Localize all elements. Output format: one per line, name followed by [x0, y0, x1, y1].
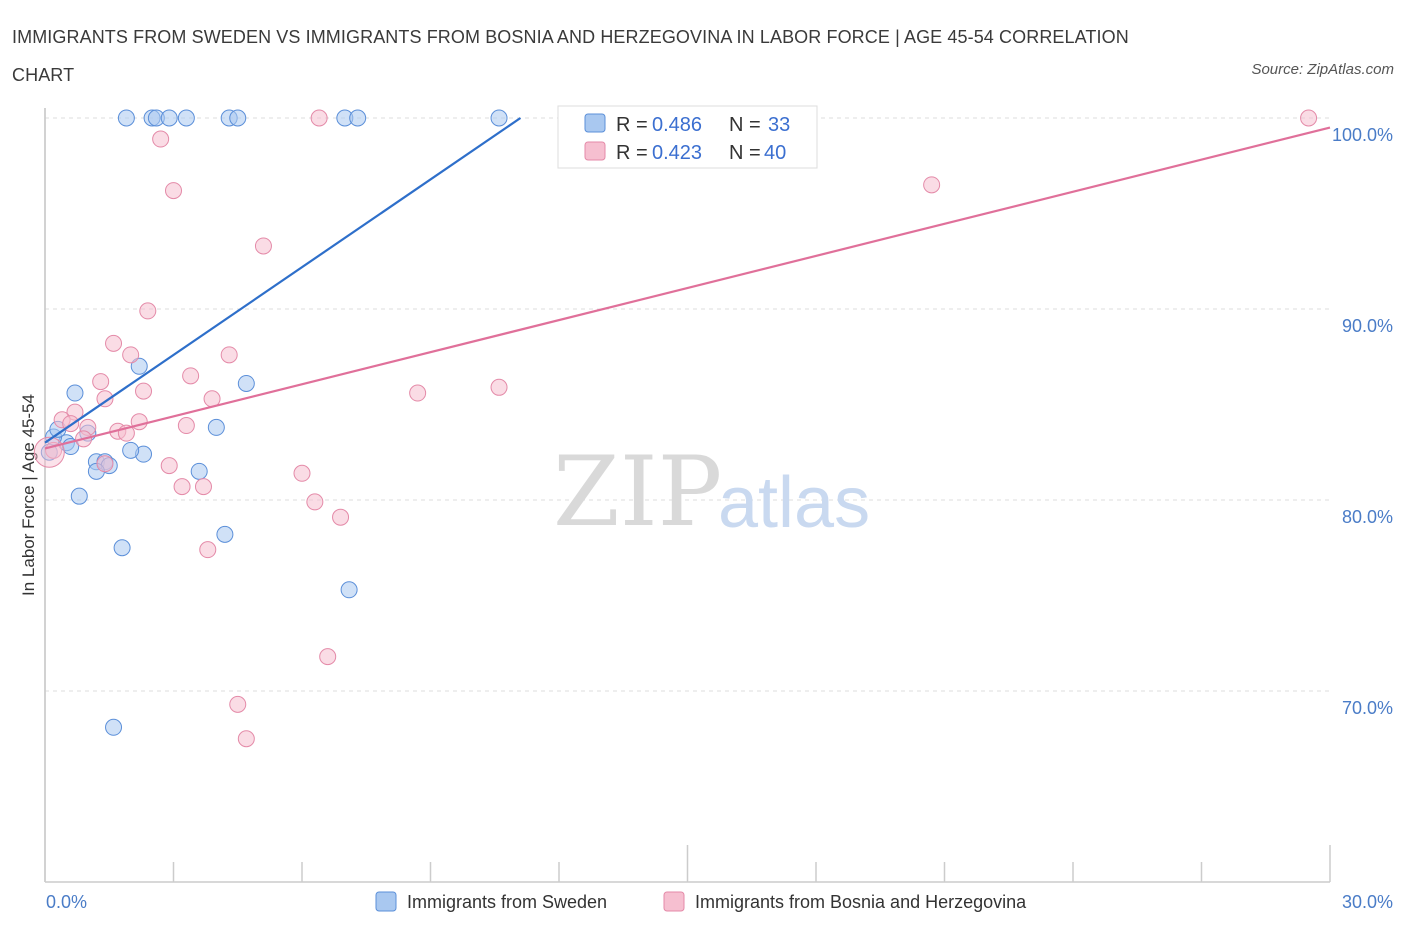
watermark: ZIP atlas	[553, 436, 870, 548]
point-sweden-6	[229, 109, 247, 127]
y-tick-label-3: 70.0%	[1342, 698, 1393, 718]
point-bosnia-34	[332, 508, 350, 526]
point-sweden-8	[349, 109, 367, 127]
trend-lines	[44, 117, 1331, 450]
y-tick-label-0: 100.0%	[1332, 125, 1393, 145]
point-bosnia-36	[319, 648, 337, 666]
point-bosnia-4	[165, 182, 182, 200]
point-sweden-12	[237, 374, 255, 392]
x-tick-label-0: 0.0%	[46, 892, 87, 912]
point-bosnia-5	[923, 176, 941, 194]
point-bosnia-14	[409, 384, 427, 402]
point-bosnia-3	[152, 130, 170, 148]
point-bosnia-11	[182, 367, 200, 385]
point-sweden-29	[105, 718, 123, 736]
chart-title: IMMIGRANTS FROM SWEDEN VS IMMIGRANTS FRO…	[12, 27, 1129, 85]
point-bosnia-13	[135, 382, 153, 400]
point-sweden-22	[190, 462, 208, 480]
y-tick-label-1: 90.0%	[1342, 316, 1393, 336]
legend-n-value-bosnia: 40	[764, 142, 786, 164]
legend-n-label-bosnia: N =	[729, 142, 761, 164]
correlation-legend: R = 0.486 N = 33 R = 0.423 N = 40	[557, 105, 818, 169]
point-sweden-4	[177, 109, 195, 127]
legend-r-value-bosnia: 0.423	[652, 142, 702, 164]
point-bosnia-31	[173, 478, 191, 496]
y-tick-label-2: 80.0%	[1342, 507, 1393, 527]
point-bosnia-0	[310, 109, 328, 127]
source-label: Source: ZipAtlas.com	[1251, 61, 1394, 78]
watermark-atlas: atlas	[718, 463, 870, 543]
y-axis-label: In Labor Force | Age 45-54	[19, 394, 38, 596]
point-sweden-25	[70, 487, 88, 505]
legend-r-label-sweden: R =	[616, 114, 648, 136]
legend-r-label-bosnia: R =	[616, 142, 648, 164]
point-bosnia-29	[160, 457, 178, 475]
point-bosnia-6	[254, 237, 272, 255]
point-sweden-13	[207, 418, 225, 436]
point-bosnia-30	[293, 464, 311, 482]
axes	[44, 108, 1331, 883]
point-bosnia-7	[139, 302, 157, 320]
point-bosnia-35	[199, 541, 217, 559]
point-bosnia-8	[105, 334, 123, 352]
point-bosnia-38	[237, 730, 255, 748]
legend-n-label-sweden: N =	[729, 114, 761, 136]
point-sweden-9	[490, 109, 508, 127]
grid-lines	[45, 117, 1330, 692]
point-bosnia-37	[229, 695, 247, 713]
trend-line-sweden	[44, 117, 522, 444]
x-tick-label-1: 30.0%	[1342, 892, 1393, 912]
point-bosnia-12	[92, 373, 110, 391]
point-bosnia-28	[96, 455, 114, 473]
point-bosnia-32	[194, 478, 212, 496]
series-legend-swatch-bosnia	[663, 891, 685, 912]
series-legend-label-sweden: Immigrants from Sweden	[407, 892, 607, 912]
point-sweden-28	[340, 581, 358, 599]
x-tick-labels: 0.0% 30.0%	[46, 892, 1393, 912]
point-sweden-11	[66, 384, 84, 402]
series-legend: Immigrants from Sweden Immigrants from B…	[375, 891, 1027, 912]
data-points	[33, 109, 1318, 748]
point-bosnia-16	[96, 390, 114, 408]
legend-n-value-sweden: 33	[768, 114, 790, 136]
point-sweden-3	[160, 109, 178, 127]
point-sweden-27	[216, 525, 234, 543]
point-bosnia-2	[1300, 109, 1318, 127]
point-sweden-26	[113, 539, 131, 557]
point-sweden-10	[130, 357, 148, 375]
y-tick-labels: 100.0% 90.0% 80.0% 70.0%	[1332, 125, 1393, 718]
point-bosnia-15	[490, 378, 508, 396]
legend-swatch-bosnia	[584, 141, 606, 161]
point-bosnia-9	[122, 346, 140, 364]
legend-swatch-sweden	[584, 113, 606, 133]
point-sweden-23	[122, 441, 140, 459]
series-legend-label-bosnia: Immigrants from Bosnia and Herzegovina	[695, 892, 1027, 912]
point-sweden-0	[117, 109, 135, 127]
trend-line-bosnia	[44, 126, 1331, 450]
point-bosnia-39	[33, 436, 65, 468]
watermark-zip: ZIP	[553, 436, 722, 548]
point-bosnia-23	[177, 417, 195, 435]
series-legend-swatch-sweden	[375, 891, 397, 912]
legend-r-value-sweden: 0.486	[652, 114, 702, 136]
point-bosnia-33	[306, 493, 324, 511]
point-bosnia-10	[220, 346, 238, 364]
